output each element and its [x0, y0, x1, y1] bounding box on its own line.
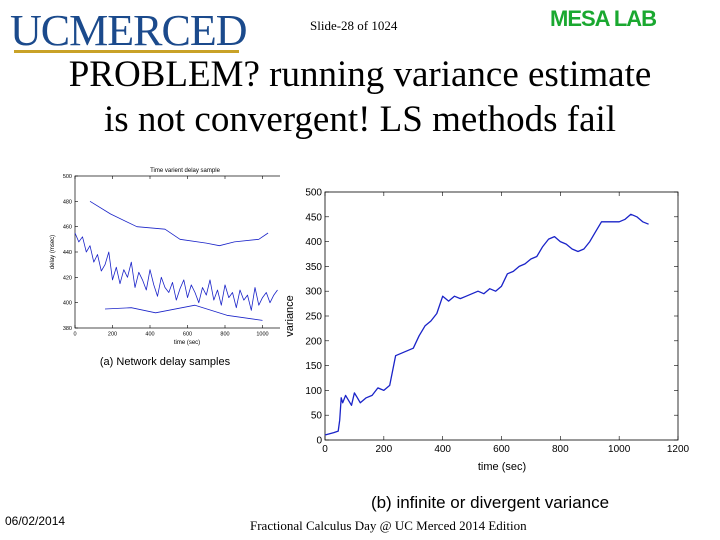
b-xtick-label: 0	[322, 444, 328, 455]
a-xtick-label: 600	[183, 332, 192, 338]
footer-date: 06/02/2014	[5, 514, 66, 528]
slide-number: Slide-28 of 1024	[310, 18, 398, 33]
a-xtick-label: 0	[73, 332, 76, 338]
a-ytick-label: 380	[63, 326, 72, 332]
uc-merced-logo: UCMERCED	[10, 6, 247, 55]
b-ytick-label: 250	[305, 312, 322, 323]
b-ytick-label: 450	[305, 212, 322, 223]
a-series-line-1	[89, 200, 269, 247]
b-xtick-label: 800	[552, 444, 569, 455]
chart-b-ylabel: variance	[284, 295, 296, 337]
b-series-line-0	[324, 213, 649, 436]
a-xtick-label: 1000	[256, 332, 268, 338]
a-series-line-0	[74, 232, 278, 311]
b-xtick-label: 600	[493, 444, 510, 455]
chart-a-ylabel: delay (msec)	[50, 235, 56, 269]
a-ytick-label: 460	[63, 225, 72, 231]
b-ytick-label: 100	[305, 386, 322, 397]
a-ytick-label: 400	[63, 301, 72, 307]
b-ytick-label: 500	[305, 188, 322, 199]
chart-a-frame	[74, 175, 280, 329]
b-ytick-label: 150	[305, 361, 322, 372]
b-ytick-label: 50	[311, 411, 323, 422]
mesa-lab-logo: MESA LAB	[550, 6, 657, 31]
a-ytick-label: 420	[63, 275, 72, 281]
b-ytick-label: 200	[305, 336, 322, 347]
b-xtick-label: 1000	[608, 444, 631, 455]
chart-b-xlabel: time (sec)	[478, 461, 526, 473]
b-ytick-label: 400	[305, 237, 322, 248]
b-xtick-label: 200	[375, 444, 392, 455]
title-line-2: is not convergent! LS methods fail	[103, 99, 617, 140]
a-series-line-2	[104, 304, 263, 321]
a-ytick-label: 440	[63, 250, 72, 256]
footer-event: Fractional Calculus Day @ UC Merced 2014…	[250, 518, 527, 533]
b-ytick-label: 300	[305, 287, 322, 298]
title-line-1: PROBLEM? running variance estimate	[68, 54, 652, 95]
a-xtick-label: 200	[108, 332, 117, 338]
b-ytick-label: 350	[305, 262, 322, 273]
chart-b-frame	[324, 191, 679, 441]
a-xtick-label: 800	[220, 332, 229, 338]
b-ytick-label: 0	[316, 436, 322, 447]
chart-a-title: Time varient delay sample	[150, 168, 220, 174]
slide-title: PROBLEM? running variance estimate is no…	[0, 52, 720, 142]
chart-a-caption: (a) Network delay samples	[100, 356, 231, 368]
network-delay-chart: Time varient delay sample 380 400 420 440 46…	[50, 168, 280, 368]
a-xtick-label: 400	[145, 332, 154, 338]
logo-underline	[14, 50, 239, 53]
chart-b-caption: (b) infinite or divergent variance	[371, 493, 609, 512]
b-xtick-label: 400	[434, 444, 451, 455]
chart-a-xlabel: time (sec)	[174, 340, 200, 346]
b-xtick-label: 1200	[667, 444, 690, 455]
a-ytick-label: 500	[63, 174, 72, 180]
a-ytick-label: 480	[63, 199, 72, 205]
variance-chart: 0 50 100 150 200 250 300 350 400 450 500 0 200 400 60…	[284, 188, 690, 513]
